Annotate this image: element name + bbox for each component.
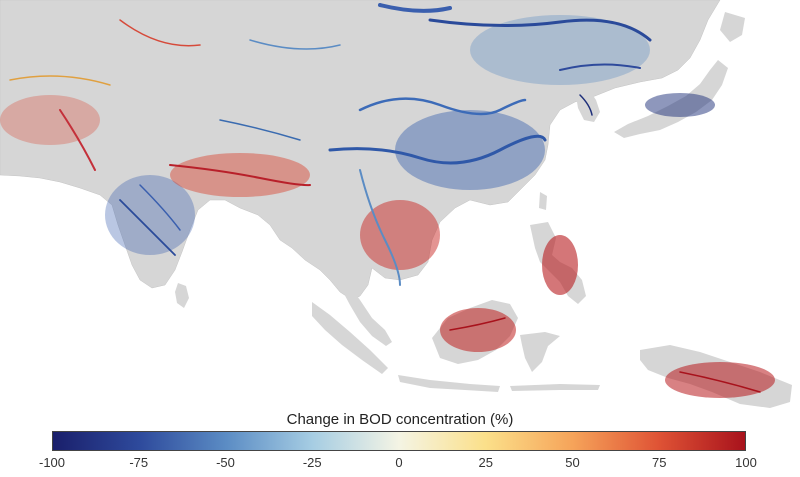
river-network — [9, 3, 761, 393]
hokkaido — [720, 12, 745, 42]
india-river-2 — [139, 184, 181, 231]
sumatra — [312, 302, 388, 374]
colorbar-tick-label: -75 — [129, 455, 149, 470]
siberia-river-2 — [559, 63, 641, 71]
indus-river — [59, 109, 96, 171]
colorbar-tick-label: 25 — [478, 455, 493, 470]
legend-title: Change in BOD concentration (%) — [286, 411, 514, 428]
india-decrease-region — [105, 175, 195, 255]
colorbar-tick-label: 0 — [395, 455, 403, 470]
siberia-river-1 — [378, 3, 452, 13]
siberia-river-3 — [249, 39, 341, 50]
japan — [614, 60, 728, 138]
colorbar-tick-label: 100 — [735, 455, 757, 470]
borneo-river — [449, 317, 506, 331]
map-view[interactable] — [0, 0, 800, 410]
map-canvas — [0, 0, 792, 408]
yangtze-river — [328, 134, 547, 165]
sri-lanka — [175, 283, 189, 308]
central-asia-river-2 — [119, 19, 201, 47]
china-decrease-region — [395, 110, 545, 190]
yellow-river — [358, 97, 527, 116]
colorbar-tick-label: 75 — [652, 455, 667, 470]
colorbar-tick-label: -100 — [38, 455, 66, 470]
colorbar-tick-label: 50 — [565, 455, 580, 470]
colorbar — [52, 431, 746, 451]
india-river-1 — [119, 199, 176, 256]
ganges-river — [169, 164, 311, 187]
malay-peninsula — [342, 280, 392, 346]
mekong-river — [359, 169, 401, 286]
westasia-increase-region — [0, 95, 100, 145]
philippines-increase-region — [542, 235, 578, 295]
borneo-increase-region — [440, 308, 516, 352]
northeast-decrease-region — [470, 15, 650, 85]
colorbar-tick-label: -50 — [216, 455, 235, 470]
java — [398, 375, 500, 392]
newguinea-river — [679, 371, 761, 393]
japan-decrease-region — [645, 93, 715, 117]
amur-river — [428, 18, 652, 42]
central-asia-river-1 — [9, 75, 111, 86]
tibet-river — [219, 119, 301, 141]
taiwan — [539, 192, 547, 210]
newguinea-increase-region — [665, 362, 775, 398]
indochina-increase-region — [360, 200, 440, 270]
korea-river — [579, 94, 593, 116]
sulawesi — [520, 332, 560, 372]
colorbar-tick-label: -25 — [302, 455, 322, 470]
lesser-sunda — [510, 384, 600, 391]
